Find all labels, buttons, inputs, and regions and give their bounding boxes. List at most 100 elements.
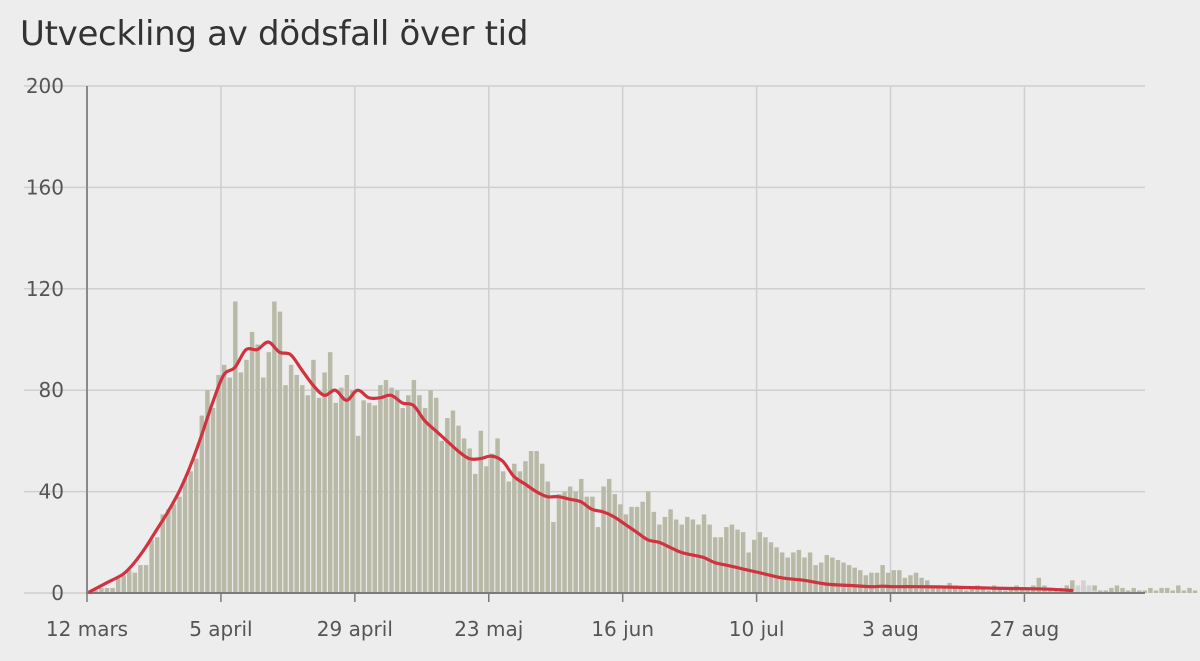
x-tick-label: 3 aug [862, 617, 919, 641]
bar [557, 494, 561, 593]
bar [1148, 588, 1152, 593]
bar [529, 451, 533, 593]
bar [864, 575, 868, 593]
bar [696, 525, 700, 593]
bar [886, 573, 890, 593]
bar [808, 552, 812, 593]
bar [339, 388, 343, 593]
bar [802, 558, 806, 593]
bar [484, 466, 488, 593]
bar [250, 332, 254, 593]
x-tick-label: 16 jun [591, 617, 654, 641]
bar [596, 527, 600, 593]
bar [261, 378, 265, 593]
bar [858, 570, 862, 593]
bar [361, 400, 365, 593]
bar [183, 479, 187, 593]
bar [674, 519, 678, 593]
bar [473, 474, 477, 593]
bar [724, 527, 728, 593]
bar [663, 517, 667, 593]
bar [763, 537, 767, 593]
bar [897, 570, 901, 593]
bar [1159, 588, 1163, 593]
bar [400, 408, 404, 593]
bar [836, 560, 840, 593]
bar [908, 575, 912, 593]
x-tick-label: 10 jul [729, 617, 785, 641]
bar [613, 494, 617, 593]
bar [423, 408, 427, 593]
bar [501, 471, 505, 593]
bar [412, 380, 416, 593]
bar [166, 509, 170, 593]
bar [138, 565, 142, 593]
bar [172, 504, 176, 593]
bar [289, 365, 293, 593]
bar [797, 550, 801, 593]
bar [875, 573, 879, 593]
bar [786, 558, 790, 593]
bar [1176, 585, 1180, 593]
bar [1115, 585, 1119, 593]
bar [283, 385, 287, 593]
bar [819, 563, 823, 593]
bar [813, 565, 817, 593]
bar [428, 390, 432, 593]
bar [406, 395, 410, 593]
bar [389, 388, 393, 593]
bar [652, 512, 656, 593]
bar [149, 540, 153, 593]
preliminary-bar [1076, 585, 1080, 593]
y-tick-label: 80 [39, 378, 64, 402]
bar [713, 537, 717, 593]
bar [847, 565, 851, 593]
bar [222, 365, 226, 593]
bar [746, 552, 750, 593]
bar [1171, 590, 1175, 593]
bar [730, 525, 734, 593]
bar [774, 547, 778, 593]
bar [825, 555, 829, 593]
bar [568, 487, 572, 593]
bar [702, 514, 706, 593]
x-tick-label: 29 april [317, 617, 393, 641]
bar [155, 537, 159, 593]
bar [892, 570, 896, 593]
bar [640, 502, 644, 593]
bar [830, 558, 834, 593]
x-tick-label: 23 maj [454, 617, 523, 641]
bar [373, 405, 377, 593]
bar [758, 532, 762, 593]
bar [551, 522, 555, 593]
bar [914, 573, 918, 593]
bar [735, 530, 739, 593]
bar [579, 479, 583, 593]
y-tick-label: 0 [51, 581, 64, 605]
bar [306, 395, 310, 593]
bar [852, 568, 856, 593]
y-tick-label: 160 [26, 175, 64, 199]
bar [791, 552, 795, 593]
bar [311, 360, 315, 593]
bar [780, 552, 784, 593]
bar [334, 403, 338, 593]
bar [233, 301, 237, 593]
bar [133, 573, 137, 593]
bar [121, 575, 125, 593]
bar [345, 375, 349, 593]
bar [769, 542, 773, 593]
bar [356, 436, 360, 593]
bar [679, 525, 683, 593]
bar [1037, 578, 1041, 593]
bar [300, 385, 304, 593]
bar [211, 408, 215, 593]
bar [239, 372, 243, 593]
bar [512, 464, 516, 593]
bar [646, 492, 650, 593]
x-tick-label: 12 mars [46, 617, 128, 641]
y-tick-label: 200 [26, 74, 64, 98]
bar [267, 352, 271, 593]
bar [534, 451, 538, 593]
